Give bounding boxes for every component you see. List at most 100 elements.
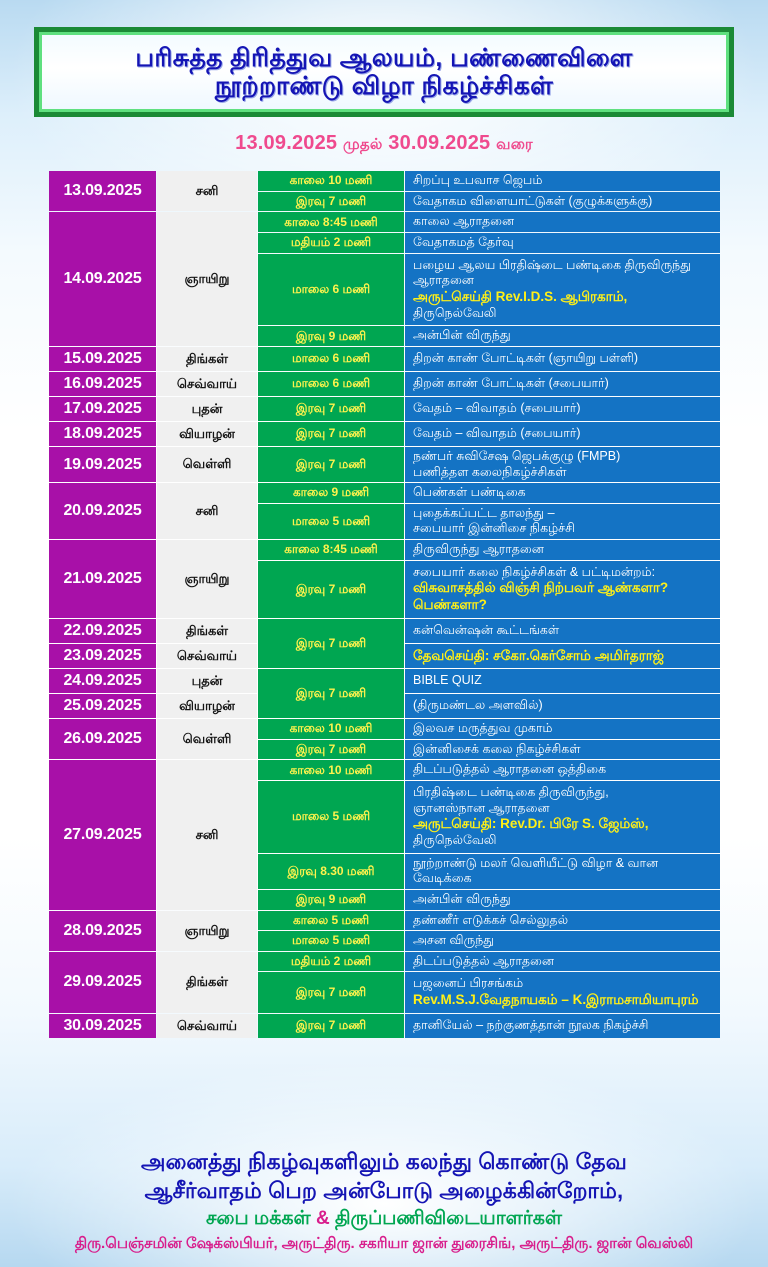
schedule-date-cell: 17.09.2025: [49, 396, 156, 421]
event-text: இலவச மருத்துவ முகாம்: [413, 721, 553, 735]
schedule-event-cell: திருவிருந்து ஆராதனை: [405, 540, 720, 560]
schedule-event-cell: காலை ஆராதனை: [405, 212, 720, 232]
schedule-event-cell: புதைக்கப்பட்ட தாலந்து – சபையார் இன்னிசை ந…: [405, 503, 720, 539]
schedule-event-cell: சிறப்பு உபவாச ஜெபம்: [405, 171, 720, 191]
event-text: புதைக்கப்பட்ட தாலந்து –: [413, 505, 555, 520]
footer-invite-line-2: ஆசீர்வாதம் பெற அன்போடு அழைக்கின்றோம்,: [144, 1177, 624, 1203]
footer-signers-left: சபை மக்கள்: [206, 1208, 311, 1230]
table-row: இரவு 7 மணி பஜனைப் பிரசங்கம் Rev.M.S.J.வேதந…: [49, 972, 720, 1013]
table-row: 27.09.2025 சனி காலை 10 மணி திடப்படுத்தல் ஆர…: [49, 760, 720, 910]
schedule-event-cell: பெண்கள் பண்டிகை: [405, 483, 720, 503]
schedule-event-cell: கன்வென்ஷன் கூட்டங்கள்: [405, 619, 720, 643]
schedule-date-cell: 25.09.2025: [49, 694, 156, 718]
schedule-time-cell: இரவு 7 மணி: [258, 1013, 404, 1038]
schedule-day-cell: வியாழன்: [157, 694, 257, 718]
table-row: 13.09.2025 சனி காலை 10 மணி சிறப்பு உபவாச ஜெ…: [49, 171, 720, 212]
schedule-date-cell: 14.09.2025: [49, 212, 156, 346]
schedule-table-body: 13.09.2025 சனி காலை 10 மணி சிறப்பு உபவாச ஜெ…: [49, 171, 720, 1038]
event-text: பணித்தள கலைநிகழ்ச்சிகள்: [413, 464, 567, 479]
schedule-event-cell: நூற்றாண்டு மலர் வெளியீட்டு விழா & வான வே…: [405, 853, 720, 889]
schedule-event-cell: பழைய ஆலய பிரதிஷ்டை பண்டிகை திருவிருந்து ஆ…: [405, 253, 720, 326]
schedule-event-cell: இன்னிசைக் கலை நிகழ்ச்சிகள்: [405, 739, 720, 760]
schedule-event-cell: திறன் காண் போட்டிகள் (ஞாயிறு பள்ளி): [405, 346, 720, 371]
schedule-day-cell: ஞாயிறு: [157, 540, 257, 618]
schedule-day-cell: சனி: [157, 171, 257, 212]
event-highlight-text: தேவசெய்தி: சகோ.கெர்சோம் அமிர்தராஜ்: [413, 647, 665, 663]
schedule-event-cell: இலவச மருத்துவ முகாம்: [405, 719, 720, 739]
event-text: திடப்படுத்தல் ஆராதனை: [413, 953, 554, 968]
event-text: திருநெல்வேலி: [413, 833, 497, 847]
event-text: திறன் காண் போட்டிகள் (ஞாயிறு பள்ளி): [413, 351, 639, 366]
schedule-date-cell: 29.09.2025: [49, 951, 156, 1013]
schedule-event-cell: சபையார் கலை நிகழ்ச்சிகள் & பட்டிமன்றம்: வ…: [405, 560, 720, 618]
schedule-time-cell: இரவு 9 மணி: [258, 889, 404, 910]
event-highlight-text: Rev.M.S.J.வேதநாயகம் – K.இராமசாமியாபுரம்: [413, 992, 699, 1007]
event-text: அன்பின் விருந்து: [413, 891, 511, 906]
schedule-time-cell: இரவு 7 மணி: [258, 396, 404, 421]
table-row: இரவு 8.30 மணி நூற்றாண்டு மலர் வெளியீட்டு …: [49, 853, 720, 889]
table-row: 17.09.2025 புதன் இரவு 7 மணி வேதம் – விவாதம்…: [49, 396, 720, 421]
event-text: ஆராதனை: [413, 273, 474, 288]
table-row: மாலை 5 மணி பிரதிஷ்டை பண்டிகை திருவிருந்து…: [49, 780, 720, 853]
table-row: இரவு 9 மணி அன்பின் விருந்து: [49, 326, 720, 346]
schedule-event-cell: BIBLE QUIZ: [405, 669, 720, 693]
schedule-time-cell: மாலை 5 மணி: [258, 780, 404, 853]
footer-signers-amp: &: [315, 1208, 330, 1230]
schedule-time-cell: காலை 5 மணி: [258, 910, 404, 931]
event-text: பழைய ஆலய பிரதிஷ்டை பண்டிகை திருவிருந்து: [413, 257, 692, 272]
event-text: திருவிருந்து ஆராதனை: [413, 542, 544, 556]
event-text: வேதம் – விவாதம் (சபையார்): [413, 401, 581, 416]
table-row: 29.09.2025 திங்கள் மதியம் 2 மணி திடப்படுத்த…: [49, 951, 720, 1013]
table-row: இரவு 7 மணி இன்னிசைக் கலை நிகழ்ச்சிகள்: [49, 739, 720, 760]
schedule-event-cell: பிரதிஷ்டை பண்டிகை திருவிருந்து, ஞானஸ்நான …: [405, 780, 720, 853]
schedule-event-cell: தண்ணீர் எடுக்கச் செல்லுதல்: [405, 910, 720, 931]
table-row: மாலை 5 மணி அசன விருந்து: [49, 931, 720, 951]
schedule-event-cell: நண்பர் சுவிசேஷ ஜெபக்குழு (FMPB) பணித்தள க…: [405, 446, 720, 483]
schedule-day-cell: திங்கள்: [157, 346, 257, 371]
date-range-from: 13.09.2025: [235, 132, 338, 154]
event-text: வேதாகம விளையாட்டுகள் (குழுக்களுக்கு): [413, 193, 653, 208]
schedule-time-cell: மாலை 6 மணி: [258, 346, 404, 371]
schedule-day-cell: சனி: [157, 760, 257, 910]
schedule-time-cell: இரவு 7 மணி: [258, 191, 404, 212]
table-row: 22.09.2025 திங்கள் இரவு 7 மணி கன்வென்ஷன் கூ…: [49, 619, 720, 668]
schedule-time-cell: மாலை 5 மணி: [258, 931, 404, 951]
schedule-day-cell: வெள்ளி: [157, 719, 257, 760]
event-text: சபையார் இன்னிசை நிகழ்ச்சி: [413, 521, 575, 536]
schedule-event-cell: வேதாகமத் தேர்வு: [405, 232, 720, 253]
event-text: இன்னிசைக் கலை நிகழ்ச்சிகள்: [413, 741, 581, 756]
event-text: பெண்கள் பண்டிகை: [413, 485, 526, 500]
schedule-date-cell: 18.09.2025: [49, 421, 156, 446]
schedule-time-cell: காலை 10 மணி: [258, 171, 404, 191]
table-row: இரவு 9 மணி அன்பின் விருந்து: [49, 889, 720, 910]
schedule-event-cell: வேதம் – விவாதம் (சபையார்): [405, 396, 720, 421]
schedule-event-cell: அன்பின் விருந்து: [405, 326, 720, 346]
schedule-event-cell: (திருமண்டல அளவில்): [405, 694, 720, 718]
table-row: மாலை 6 மணி பழைய ஆலய பிரதிஷ்டை பண்டிகை திர…: [49, 253, 720, 326]
schedule-time-cell: இரவு 7 மணி: [258, 421, 404, 446]
schedule-table: 13.09.2025 சனி காலை 10 மணி சிறப்பு உபவாச ஜெ…: [48, 170, 721, 1039]
event-highlight-text: பெண்களா?: [413, 597, 487, 613]
schedule-date-cell: 30.09.2025: [49, 1013, 156, 1038]
event-text: நூற்றாண்டு மலர் வெளியீட்டு விழா & வான வே…: [413, 855, 659, 886]
schedule-time-cell: இரவு 7 மணி: [258, 972, 404, 1013]
schedule-event-cell: வேதம் – விவாதம் (சபையார்): [405, 421, 720, 446]
table-row: இரவு 7 மணி சபையார் கலை நிகழ்ச்சிகள் & பட்…: [49, 560, 720, 618]
schedule-date-cell: 22.09.2025: [49, 619, 156, 643]
footer-signers-right: திருப்பணிவிடையாளர்கள்: [334, 1208, 562, 1230]
event-text: வேதம் – விவாதம் (சபையார்): [413, 426, 581, 441]
schedule-date-cell: 27.09.2025: [49, 760, 156, 910]
table-row: 19.09.2025 வெள்ளி இரவு 7 மணி நண்பர் சுவிசேஷ…: [49, 446, 720, 483]
schedule-date-cell: 28.09.2025: [49, 910, 156, 951]
event-text: தண்ணீர் எடுக்கச் செல்லுதல்: [413, 912, 569, 927]
event-text: திடப்படுத்தல் ஆராதனை ஒத்திகை: [413, 762, 607, 777]
footer-invite-line-1: அனைத்து நிகழ்வுகளிலும் கலந்து கொண்டு தேவ: [140, 1149, 628, 1174]
event-text: அன்பின் விருந்து: [413, 328, 511, 343]
schedule-event-cell: திடப்படுத்தல் ஆராதனை ஒத்திகை: [405, 760, 720, 780]
schedule-date-cell: 16.09.2025: [49, 371, 156, 396]
event-highlight-text: விசுவாசத்தில் விஞ்சி நிற்பவர் ஆண்களா?: [413, 580, 669, 596]
schedule-time-cell: இரவு 7 மணி: [258, 619, 404, 668]
event-text: தானியேல் – நற்குணத்தான் நூலக நிகழ்ச்சி: [413, 1018, 649, 1033]
schedule-day-cell: சனி: [157, 483, 257, 539]
